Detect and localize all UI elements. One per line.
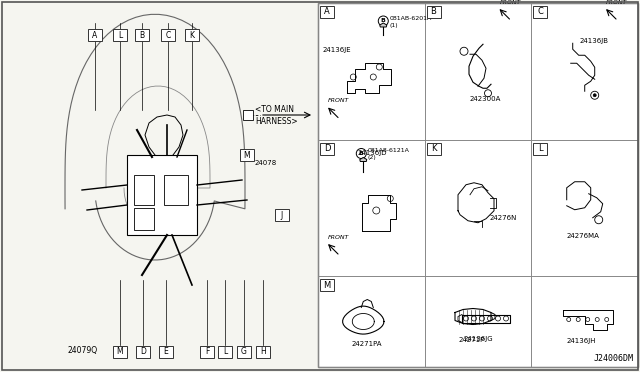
Text: D: D — [140, 347, 146, 356]
Bar — [113, 346, 127, 358]
Bar — [320, 6, 334, 18]
Text: M: M — [116, 347, 124, 356]
Text: C: C — [538, 7, 543, 16]
Bar — [127, 155, 197, 235]
Text: FRONT: FRONT — [606, 0, 627, 5]
Bar — [218, 346, 232, 358]
Text: M: M — [244, 151, 250, 160]
Bar — [134, 208, 154, 230]
Text: F: F — [205, 347, 209, 356]
Bar — [318, 3, 638, 367]
Bar — [237, 346, 251, 358]
Text: G: G — [241, 347, 247, 356]
Bar — [534, 142, 547, 154]
Text: D: D — [324, 144, 330, 153]
Polygon shape — [380, 23, 387, 27]
Bar — [161, 29, 175, 41]
Bar — [427, 142, 440, 154]
Text: 24136JB: 24136JB — [580, 38, 609, 44]
Bar — [159, 346, 173, 358]
Text: E: E — [164, 347, 168, 356]
Circle shape — [356, 148, 366, 158]
Text: 081AB-6201A: 081AB-6201A — [389, 16, 431, 20]
Text: B: B — [431, 7, 436, 16]
Text: A: A — [324, 7, 330, 16]
Polygon shape — [360, 157, 367, 161]
Bar — [88, 29, 102, 41]
Text: H: H — [260, 347, 266, 356]
Text: 24079Q: 24079Q — [68, 346, 98, 355]
Bar — [164, 175, 188, 205]
Text: 24136JE: 24136JE — [323, 47, 351, 53]
Bar — [136, 346, 150, 358]
Bar — [134, 175, 154, 205]
Bar — [320, 142, 334, 154]
Text: FRONT: FRONT — [328, 99, 349, 103]
Text: 24276MA: 24276MA — [567, 233, 600, 239]
Text: L: L — [118, 31, 122, 39]
Text: 24136JD: 24136JD — [358, 151, 387, 157]
Text: 24136JH: 24136JH — [567, 339, 596, 344]
Text: (2): (2) — [367, 155, 376, 160]
Circle shape — [593, 94, 596, 97]
Text: 081A8-6121A: 081A8-6121A — [367, 148, 409, 153]
Bar — [185, 29, 199, 41]
Text: 24276N: 24276N — [490, 215, 517, 221]
Text: <TO MAIN: <TO MAIN — [255, 105, 294, 113]
Text: B: B — [381, 19, 386, 23]
Text: C: C — [165, 31, 171, 39]
Bar — [534, 6, 547, 18]
Text: L: L — [538, 144, 543, 153]
Text: J: J — [281, 211, 283, 219]
Text: FRONT: FRONT — [328, 235, 349, 240]
Bar — [135, 29, 149, 41]
Text: 242300A: 242300A — [470, 96, 501, 102]
Text: 24271PA: 24271PA — [351, 340, 382, 346]
Text: B: B — [359, 151, 364, 156]
Text: 24271P: 24271P — [459, 337, 485, 343]
Text: J24006DM: J24006DM — [594, 354, 634, 363]
Text: A: A — [92, 31, 98, 39]
Text: M: M — [323, 280, 331, 289]
Bar — [200, 346, 214, 358]
Text: B: B — [140, 31, 145, 39]
Bar — [113, 29, 127, 41]
Bar — [275, 209, 289, 221]
Text: FRONT: FRONT — [499, 0, 521, 5]
Text: 24078: 24078 — [255, 160, 277, 166]
Bar — [320, 279, 334, 291]
Text: HARNESS>: HARNESS> — [255, 116, 298, 125]
Bar — [240, 149, 254, 161]
Bar — [256, 346, 270, 358]
Bar — [427, 6, 440, 18]
Text: L: L — [223, 347, 227, 356]
Text: K: K — [189, 31, 195, 39]
Circle shape — [378, 16, 388, 26]
Text: (1): (1) — [389, 22, 398, 28]
Text: 24136JG: 24136JG — [464, 336, 493, 341]
Text: K: K — [431, 144, 436, 153]
Bar — [243, 110, 253, 120]
